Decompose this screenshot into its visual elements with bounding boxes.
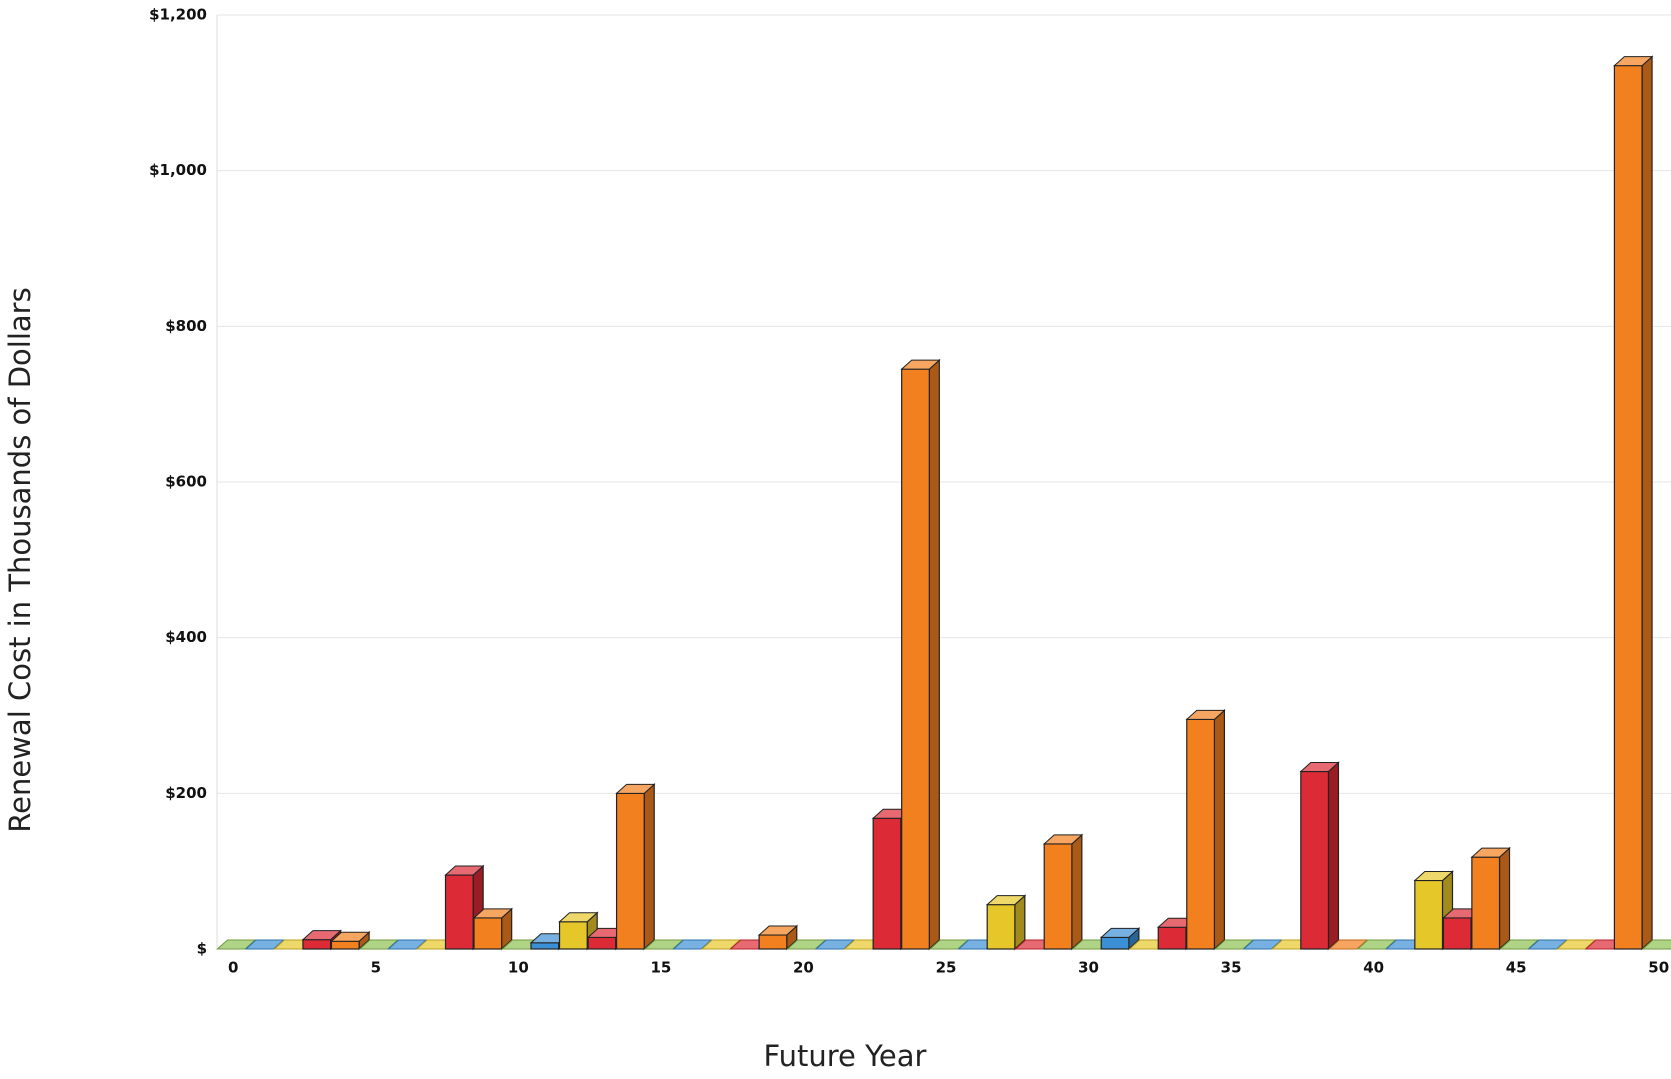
bar-top [814, 939, 856, 950]
bar-top [643, 939, 685, 950]
bar [473, 917, 503, 950]
bar-top [1242, 939, 1283, 950]
x-tick-label: 45 [1506, 959, 1527, 977]
bar-top [900, 359, 941, 370]
bar-top [985, 895, 1027, 906]
bar-top [1499, 939, 1540, 950]
bar-top [757, 925, 799, 936]
bar [1471, 856, 1501, 950]
bar-top [1641, 939, 1671, 950]
bar [1300, 770, 1330, 950]
y-tick-label: $400 [165, 628, 207, 646]
bar [1157, 926, 1187, 950]
bar-side [1327, 761, 1340, 951]
bar [986, 904, 1016, 950]
bar [758, 934, 788, 950]
bar-top [1527, 939, 1568, 950]
bar [444, 874, 474, 950]
y-tick-label: $800 [165, 317, 207, 335]
x-tick-label: 35 [1221, 959, 1242, 977]
bar-top [928, 939, 970, 950]
bar [1043, 843, 1073, 950]
bar [1613, 64, 1643, 950]
bar [1442, 917, 1472, 950]
x-tick-label: 25 [936, 959, 957, 977]
bar-top [1213, 939, 1255, 950]
bar-top [244, 939, 285, 950]
bar-top [558, 912, 599, 923]
y-tick-label: $600 [165, 473, 207, 491]
y-axis-label: Renewal Cost in Thousands of Dollars [3, 287, 37, 832]
x-tick-label: 50 [1648, 959, 1669, 977]
bar-top [1556, 939, 1597, 950]
bar-top [672, 939, 713, 950]
bar-top [786, 939, 827, 950]
x-tick-label: 30 [1078, 959, 1099, 977]
bar-top [1413, 871, 1454, 882]
x-tick-label: 15 [650, 959, 671, 977]
y-tick-label: $1,000 [149, 161, 207, 179]
bar [1100, 936, 1130, 950]
bar [558, 921, 588, 950]
bar-top [472, 908, 513, 919]
bar-top [1356, 939, 1397, 950]
bar-side [1071, 833, 1083, 951]
bar [587, 936, 617, 950]
bar-top [330, 931, 371, 942]
y-tick-label: $ [197, 940, 207, 958]
bar-top [615, 783, 656, 794]
bar-top [700, 939, 742, 950]
x-tick-label: 20 [793, 959, 814, 977]
bar-top [1470, 847, 1511, 858]
bar [302, 939, 332, 950]
bar [530, 942, 560, 950]
bar-side [1641, 55, 1653, 951]
bar-side [1213, 709, 1226, 951]
bar [615, 792, 645, 950]
x-tick-label: 0 [228, 959, 238, 977]
bar-top [216, 939, 257, 950]
bar-top [358, 939, 399, 950]
bar-top [1613, 56, 1654, 67]
x-axis-label: Future Year [764, 1039, 927, 1073]
bar-top [301, 930, 342, 941]
bar [872, 817, 902, 950]
bar [330, 940, 360, 950]
bar-side [928, 358, 940, 951]
bar [901, 368, 930, 950]
x-tick-label: 5 [371, 959, 381, 977]
bar [1414, 879, 1444, 950]
bar [1186, 718, 1216, 950]
y-tick-label: $1,200 [149, 6, 207, 24]
bar-top [1099, 927, 1141, 938]
bar-top [1299, 762, 1340, 773]
bar-top [1042, 834, 1084, 845]
x-tick-label: 10 [508, 959, 529, 977]
bar-top [1185, 709, 1226, 720]
x-tick-label: 40 [1363, 959, 1384, 977]
bar-top [444, 865, 485, 876]
y-tick-label: $200 [165, 784, 207, 802]
bar-side [1498, 846, 1511, 951]
bar-side [643, 782, 655, 951]
bar-top [387, 939, 428, 950]
bar-top [1328, 939, 1369, 950]
